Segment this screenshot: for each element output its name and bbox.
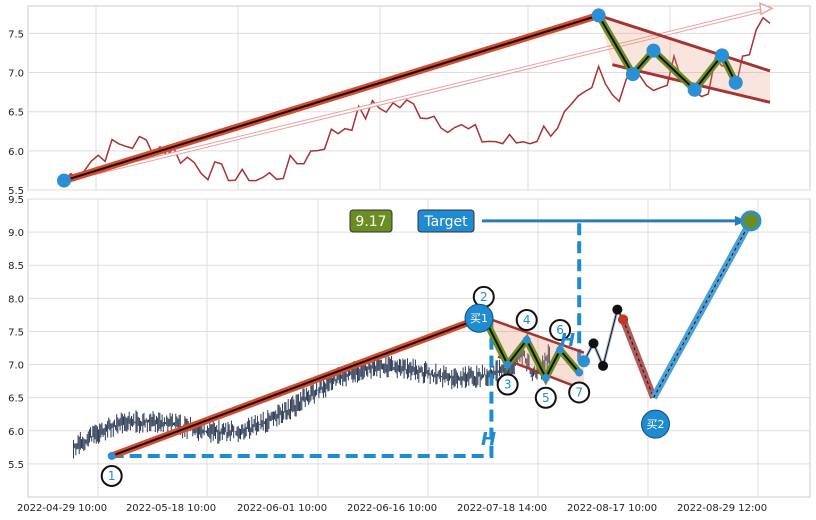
buy-point-circle [464,303,494,333]
pattern-point-label-circle [534,386,557,409]
bottom-y-ticks: 5.5 6.0 6.5 7.0 7.5 8.0 8.5 9.0 9.5 [8,195,24,471]
bottom-x-tick-label: 2022-06-01 10:00 [237,503,327,514]
top-y-tick-label: 7.5 [8,29,24,40]
pattern-point-label-circle [496,373,519,396]
top-y-tick-label: 7.0 [8,69,24,80]
pattern-point-dot [541,373,550,382]
pattern-point-dot [556,345,565,354]
bottom-x-tick-label: 2022-06-16 10:00 [347,503,437,514]
bottom-y-tick-label: 8.5 [8,261,24,272]
target-label: Target [423,214,468,230]
bottom-annotations: 9.17 Target H H [349,209,575,450]
bottom-triangle-upper [483,315,585,354]
top-pattern-point [687,82,702,97]
buy-point-circle [641,409,671,439]
buy-point-label: 买1 [470,312,488,325]
bottom-y-tick-label: 6.0 [8,427,24,438]
bottom-trend-line-inner [111,315,485,457]
bottom-x-tick-label: 2022-08-17 10:00 [567,503,657,514]
pattern-point-dot [575,368,584,377]
buy-point-label: 买2 [647,418,665,431]
top-triangle-upper [598,13,771,73]
target-value: 9.17 [355,214,386,230]
bottom-panel-frame [27,198,811,498]
target-point [740,210,762,232]
pattern-point-label-circle [100,464,123,487]
pattern-point-label-text: 3 [504,378,512,392]
top-triangle-fill [598,15,770,104]
bottom-y-tick-label: 8.0 [8,294,24,305]
bottom-y-tick-label: 5.5 [8,460,24,471]
top-trend-line-inner [63,14,599,182]
top-y-tick-label: 6.5 [8,108,24,119]
bottom-x-tick-label: 2022-04-29 10:00 [17,503,107,514]
pattern-point-label-text: 6 [556,323,564,337]
bottom-grid [28,198,810,497]
bottom-panel: 5.5 6.0 6.5 7.0 7.5 8.0 8.5 9.0 9.5 2022-04-29 1… [8,195,811,514]
h-label-right: H [560,330,575,351]
bottom-x-tick-label: 2022-07-18 14:00 [457,503,547,514]
pattern-point-dot [503,360,512,369]
pattern-point-label-circle [515,309,538,332]
bottom-y-tick-label: 9.0 [8,228,24,239]
top-y-tick-label: 6.0 [8,147,24,158]
bottom-y-tick-label: 6.5 [8,394,24,405]
after-path-point-red [618,314,629,325]
after-path-segment-inner [602,309,618,367]
after-path-point [598,360,609,371]
after-path-point [612,304,623,315]
neckline-dashed [111,316,494,458]
bottom-pattern: 1 2 3 4 5 6 7 买1 买2 [100,210,762,487]
target-value-box [349,209,393,233]
target-label-box [417,209,475,233]
pattern-point-dot [522,336,531,345]
after-path-point [577,355,590,368]
pattern-point-label-circle [549,318,572,341]
top-pattern-point [625,67,640,82]
pattern-point-label-circle [568,381,591,404]
bottom-y-tick-label: 7.0 [8,361,24,372]
bottom-candles [73,343,550,459]
pattern-point-label-text: 1 [108,469,116,483]
bottom-x-tick-label: 2022-05-18 10:00 [126,503,216,514]
bottom-zigzag-inner [482,316,580,381]
top-pattern [57,2,774,188]
top-target-arrow-head [759,2,774,16]
bottom-x-tick-label: 2022-08-29 12:00 [677,503,767,514]
pattern-point-label-text: 7 [575,386,583,400]
top-y-tick-label: 5.5 [8,186,24,197]
top-price-series [63,16,771,182]
pattern-point-label-text: 5 [542,391,550,405]
pattern-point-dot [107,451,116,460]
pattern-point-label-text: 4 [523,313,531,327]
top-y-ticks: 5.5 6.0 6.5 7.0 7.5 [8,29,24,197]
top-pattern-point [715,48,730,63]
top-pattern-point [591,8,606,23]
top-price-line [63,16,771,182]
bottom-y-tick-label: 7.5 [8,327,24,338]
after-path-segment-inner [653,220,752,398]
h-label-left: H [481,429,496,450]
after-path-point [588,338,599,349]
pattern-point-label-text: 2 [480,290,488,304]
top-pattern-point [728,75,743,90]
bottom-y-tick-label: 9.5 [8,195,24,206]
bottom-x-ticks: 2022-04-29 10:00 2022-05-18 10:00 2022-06-… [17,503,767,514]
top-pattern-point [57,173,71,188]
after-path-segment-inner [622,319,655,398]
top-panel: 5.5 6.0 6.5 7.0 7.5 [8,2,811,197]
top-pattern-point [646,43,661,58]
top-target-arrow-inner [63,7,771,182]
